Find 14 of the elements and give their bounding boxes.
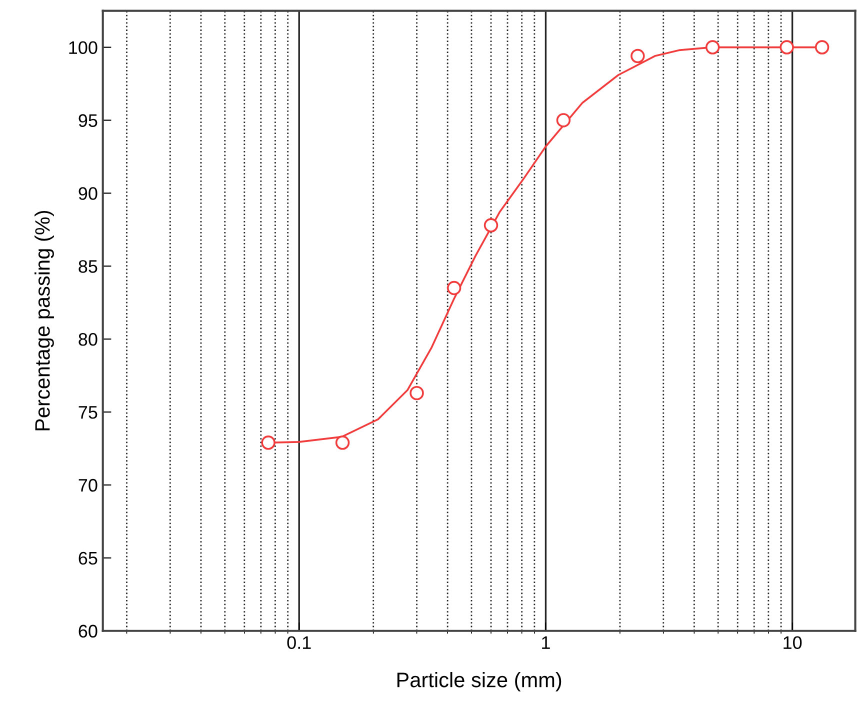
y-tick-label: 60 <box>78 624 98 638</box>
x-tick-label: 1 <box>542 636 550 649</box>
x-tick-label: 10 <box>784 636 802 649</box>
y-tick-label: 90 <box>78 187 98 200</box>
y-tick-label: 80 <box>78 333 98 346</box>
y-axis-title: Percentage passing (%) <box>34 210 54 430</box>
y-tick-label: 65 <box>78 552 98 565</box>
y-tick-label: 70 <box>78 478 98 492</box>
x-axis-title: Particle size (mm) <box>397 672 562 692</box>
y-tick-label: 95 <box>78 114 98 127</box>
y-tick-label: 75 <box>78 406 98 419</box>
y-tick-label: 100 <box>69 41 98 54</box>
y-tick-label: 85 <box>78 260 98 273</box>
x-tick-label: 0.1 <box>287 636 311 649</box>
